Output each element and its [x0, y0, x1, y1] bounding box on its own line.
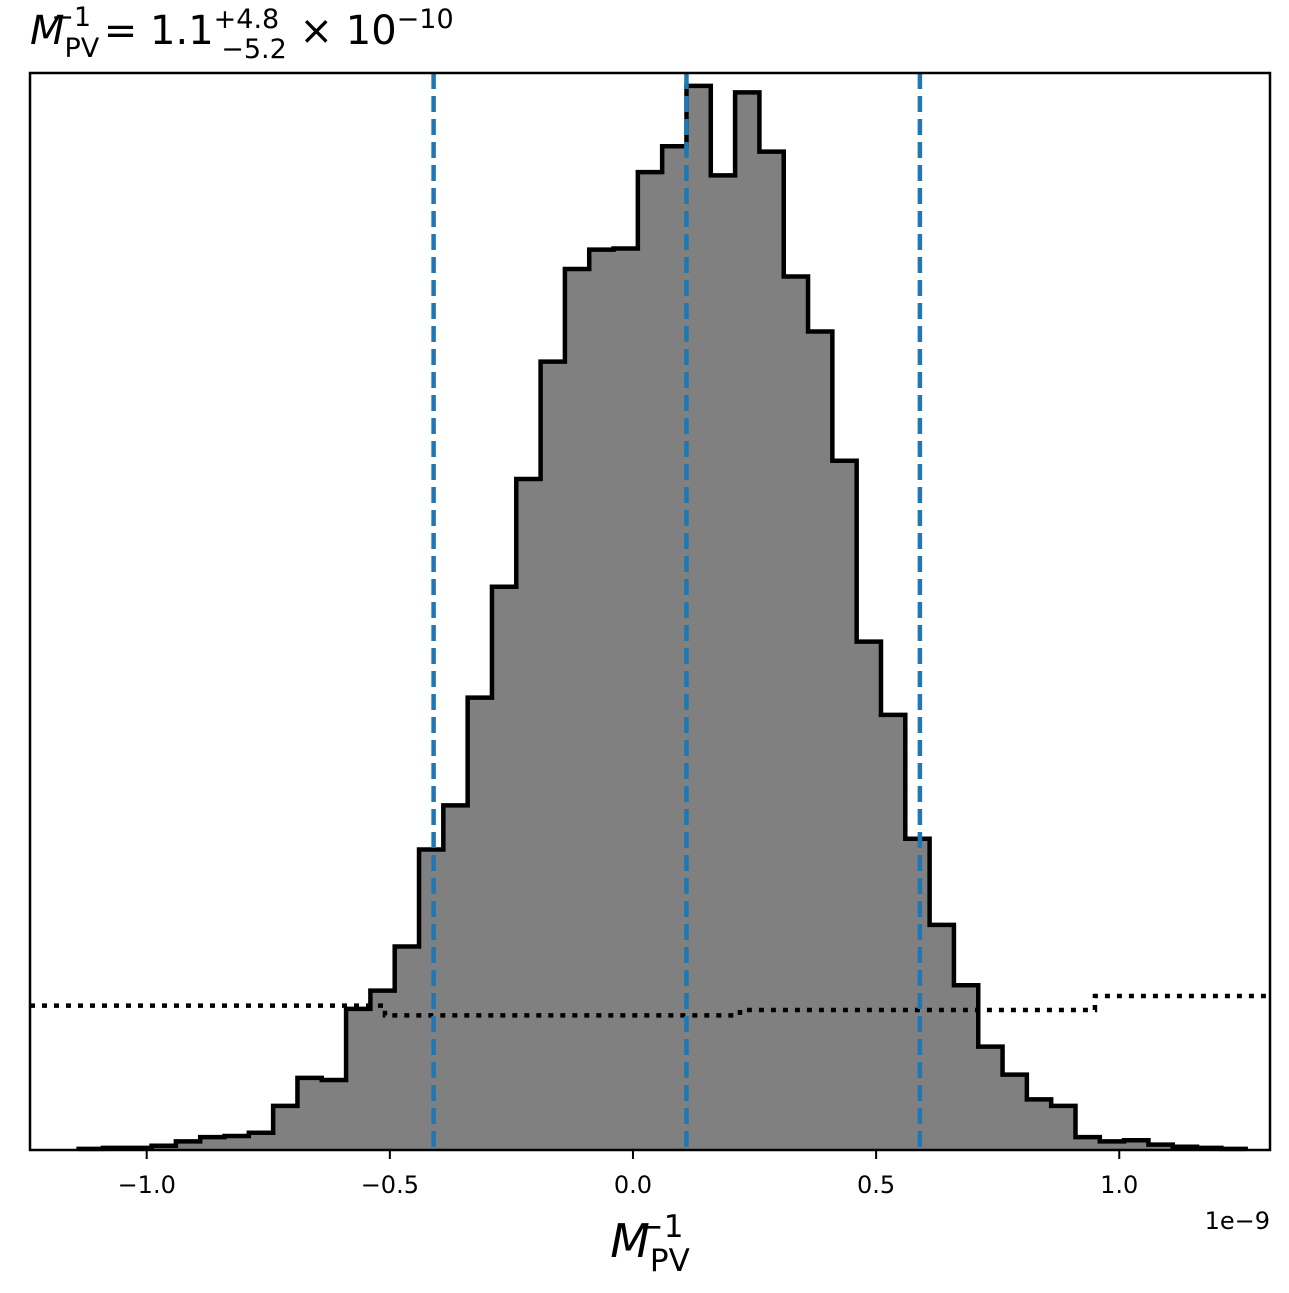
plot-area: [30, 73, 1270, 1152]
axes-frame: [28, 71, 1272, 1152]
histogram-bar: [175, 1141, 201, 1150]
histogram-outline: [76, 83, 1248, 1152]
histogram-bar: [273, 1105, 298, 1150]
histogram-bar: [394, 946, 420, 1150]
histogram-bar: [1148, 1144, 1174, 1150]
histogram-bar: [200, 1137, 225, 1150]
histogram-bar: [297, 1077, 323, 1150]
histogram-bar: [856, 641, 882, 1150]
xlabel-subscript: PV: [650, 1243, 690, 1279]
title-minus-error: −5.2: [221, 34, 287, 65]
histogram-bar: [491, 586, 517, 1150]
histogram-bar: [1026, 1099, 1052, 1150]
x-offset-label: 1e−9: [1205, 1207, 1270, 1235]
xlabel-symbol: M: [610, 1214, 650, 1268]
histogram-bar: [564, 269, 590, 1150]
histogram-bar: [759, 151, 785, 1151]
x-axis-label: MPV−1: [610, 1209, 690, 1279]
title-symbol: M: [30, 8, 65, 54]
histogram-bar: [540, 361, 566, 1150]
histogram-bar: [443, 805, 469, 1150]
title-exponent: −10: [397, 4, 454, 35]
histogram-bar: [710, 175, 736, 1150]
histogram-bar: [808, 331, 833, 1151]
histogram-bar: [929, 924, 955, 1150]
title-plus-error: +4.8: [214, 4, 280, 35]
title-subscript: PV: [65, 33, 100, 64]
x-axis: −1.0 −0.5 0.0 0.5 1.0: [118, 1150, 1138, 1199]
histogram-bar: [686, 85, 712, 1151]
histogram-bar: [467, 697, 493, 1150]
title-value: 1.1: [150, 8, 214, 54]
histogram-bar: [224, 1135, 250, 1150]
title-times: × 10: [287, 8, 397, 54]
xlabel-superscript: −1: [638, 1209, 684, 1245]
histogram-bar: [1124, 1140, 1149, 1150]
histogram-bar: [1002, 1074, 1028, 1150]
histogram-bar: [637, 172, 663, 1151]
histogram-bar: [1099, 1141, 1125, 1150]
histogram-bar: [589, 249, 614, 1151]
histogram-bar: [1075, 1137, 1101, 1150]
histogram-bar: [321, 1079, 347, 1150]
x-tick-label: −0.5: [361, 1171, 419, 1199]
histogram-bar: [516, 479, 541, 1150]
prior-dotted-line: [30, 993, 1270, 1018]
histogram-bar: [978, 1046, 1003, 1150]
histogram-bar: [346, 1008, 371, 1150]
histogram-bar: [1051, 1105, 1076, 1150]
x-tick-label: 1.0: [1100, 1171, 1138, 1199]
histogram-bar: [880, 714, 906, 1150]
title-equals: =: [91, 8, 150, 54]
x-tick-label: −1.0: [118, 1171, 176, 1199]
histogram-bar: [248, 1132, 274, 1150]
histogram-bar: [953, 985, 979, 1150]
x-tick-label: 0.5: [857, 1171, 895, 1199]
histogram-bar: [613, 248, 639, 1150]
histogram-bar: [735, 92, 760, 1151]
x-tick-label: 0.0: [614, 1171, 652, 1199]
histogram-bar: [783, 276, 809, 1151]
histogram-bar: [832, 460, 858, 1151]
title-superscript: −1: [51, 2, 91, 33]
histogram-bar: [662, 146, 687, 1151]
chart-title: MPV−1 = 1.1+4.8 −5.2 × 10−10: [30, 2, 454, 65]
